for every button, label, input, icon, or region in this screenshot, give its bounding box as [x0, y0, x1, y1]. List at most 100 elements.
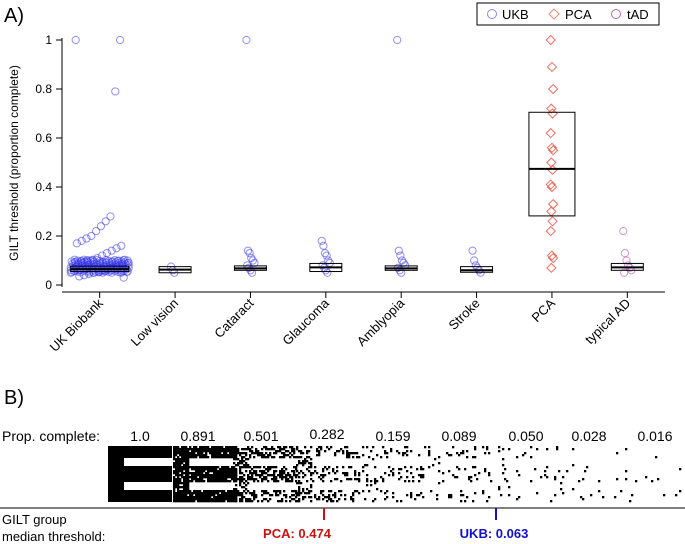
- stimulus-pixel: [187, 458, 190, 461]
- stimulus-pixel: [281, 474, 284, 477]
- stimulus-pixel: [237, 478, 240, 481]
- stimulus-pixel: [233, 448, 236, 451]
- stimulus-pixel: [211, 500, 214, 503]
- stimulus-pixel: [298, 494, 301, 497]
- stimulus-pixel: [203, 448, 206, 451]
- stimulus-pixel: [259, 474, 262, 477]
- stimulus-pixel: [460, 490, 463, 493]
- stimulus-pixel: [271, 448, 274, 451]
- stimulus-pixel: [476, 478, 479, 481]
- stimulus-pixel: [366, 464, 369, 467]
- stimulus-pixel: [199, 456, 202, 459]
- stimulus-pixel: [516, 470, 519, 473]
- stimulus-pixel: [235, 478, 238, 481]
- data-point: [317, 236, 326, 245]
- stimulus-pixel: [291, 446, 294, 449]
- stimulus-pixel: [281, 470, 284, 473]
- stimulus-pixel: [631, 494, 634, 497]
- stimulus-pixel: [195, 474, 198, 477]
- stimulus-pixel: [474, 448, 477, 451]
- stimulus-pixel: [554, 494, 557, 497]
- stimulus-pixel: [247, 474, 250, 477]
- stimulus-pixel: [344, 498, 347, 501]
- stimulus-pixel: [318, 452, 321, 455]
- stimulus-pixel: [173, 492, 176, 495]
- stimulus-pixel: [195, 492, 198, 495]
- stimulus-pixel: [566, 470, 569, 473]
- data-point: [101, 217, 110, 226]
- stimulus-pixel: [289, 496, 292, 499]
- stimulus-pixel: [215, 468, 218, 471]
- stimulus-pixel: [500, 494, 503, 497]
- stimulus-pixel: [336, 470, 339, 473]
- stimulus-pixel: [209, 496, 212, 499]
- stimulus-pixel: [187, 448, 190, 451]
- stimulus-pixel: [195, 468, 198, 471]
- stimulus-pixel: [372, 500, 375, 503]
- stimulus-pixel: [207, 480, 210, 483]
- data-point: [394, 246, 403, 255]
- stimulus-pixel: [291, 476, 294, 479]
- stimulus-pixel: [386, 452, 389, 455]
- stimulus-pixel: [223, 494, 226, 497]
- stimulus-pixel: [488, 496, 491, 499]
- stimulus-pixel: [293, 498, 296, 501]
- stimulus-pixel: [293, 456, 296, 459]
- stimulus-pixel: [237, 448, 240, 451]
- stimulus-pixel: [231, 476, 234, 479]
- stimulus-pixel: [346, 472, 349, 475]
- stimulus-pixel: [179, 500, 182, 503]
- stimulus-pixel: [279, 456, 282, 459]
- stimulus-pixel: [334, 472, 337, 475]
- stimulus-pixel: [488, 474, 491, 477]
- stimulus-pixel: [177, 446, 180, 449]
- stimulus-pixel: [306, 488, 309, 491]
- stimulus-pixel: [298, 462, 301, 465]
- stimulus-pixel: [261, 448, 264, 451]
- stimulus-pixel: [185, 450, 188, 453]
- stimulus-pixel: [195, 494, 198, 497]
- stimulus-pixel: [221, 492, 224, 495]
- stimulus-pixel: [302, 490, 305, 493]
- stimulus-pixel: [259, 452, 262, 455]
- stimulus-pixel: [464, 500, 467, 503]
- stimulus-pixel: [598, 490, 601, 493]
- stimulus-pixel: [544, 474, 547, 477]
- stimulus-pixel: [334, 478, 337, 481]
- stimulus-pixel: [193, 454, 196, 457]
- stimulus-pixel: [195, 490, 198, 493]
- y-axis: 00.20.40.60.81: [35, 33, 63, 292]
- stimulus-pixel: [446, 452, 449, 455]
- stimulus-pixel: [185, 488, 188, 491]
- stimulus-pixel: [173, 458, 176, 461]
- stimulus-pixel: [211, 450, 214, 453]
- stimulus-pixel: [203, 498, 206, 501]
- stimulus-pixel: [235, 458, 238, 461]
- stimulus-pixel: [287, 478, 290, 481]
- stimulus-pixel: [298, 480, 301, 483]
- stimulus-pixel: [233, 458, 236, 461]
- stimulus-pixel: [221, 480, 224, 483]
- stimulus-pixel: [193, 472, 196, 475]
- stimulus-pixel: [225, 480, 228, 483]
- stimulus-pixel: [235, 450, 238, 453]
- stimulus-pixel: [560, 482, 563, 485]
- stimulus-pixel: [223, 468, 226, 471]
- stimulus-pixel: [279, 474, 282, 477]
- stimulus-pixel: [219, 478, 222, 481]
- stimulus-pixel: [199, 466, 202, 469]
- stimulus-pixel: [247, 490, 250, 493]
- stimulus-pixel: [185, 478, 188, 481]
- stimulus-pixel: [175, 480, 178, 483]
- stimulus-pixel: [241, 492, 244, 495]
- stimulus-pixel: [231, 498, 234, 501]
- stimulus-pixel: [183, 454, 186, 457]
- stimulus-pixel: [237, 464, 240, 467]
- stimulus-pixel: [173, 462, 176, 465]
- stimulus-pixel: [332, 500, 335, 503]
- stimulus-pixel: [231, 490, 234, 493]
- proportion-label: 0.159: [375, 428, 410, 444]
- stimulus-pixel: [217, 480, 220, 483]
- stimulus-pixel: [267, 474, 270, 477]
- pca-point: [545, 127, 556, 139]
